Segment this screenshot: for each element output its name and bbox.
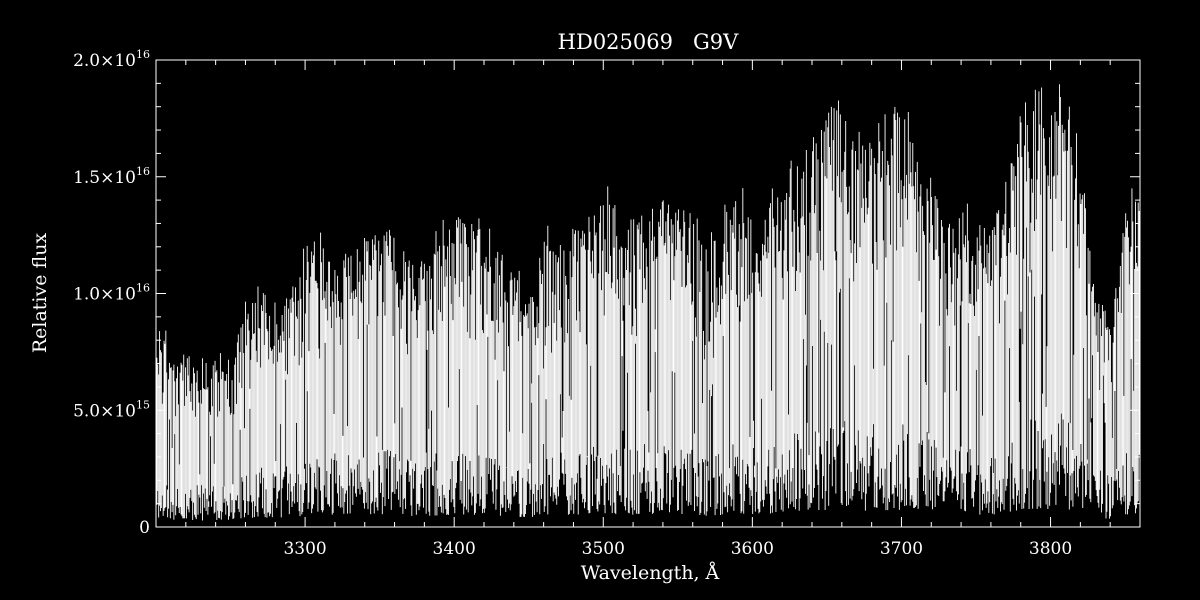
x-tick-label: 3300 xyxy=(283,539,326,559)
chart-title: HD025069 G9V xyxy=(558,30,739,54)
y-tick-label: 1.5×1016 xyxy=(73,165,150,188)
plot-area xyxy=(156,84,1140,521)
y-tick-label: 5.0×1015 xyxy=(73,398,150,421)
x-axis-label: Wavelength, Å xyxy=(581,562,720,584)
y-axis-label: Relative flux xyxy=(29,233,51,354)
x-tick-label: 3800 xyxy=(1029,539,1072,559)
x-axis-ticks: 3300 3400 3500 3600 3700 3800 xyxy=(155,60,1141,559)
x-tick-label: 3600 xyxy=(731,539,774,559)
x-tick-label: 3700 xyxy=(880,539,923,559)
y-tick-label: 2.0×1016 xyxy=(73,48,150,71)
x-tick-label: 3500 xyxy=(582,539,625,559)
y-tick-label: 1.0×1016 xyxy=(73,282,150,305)
spectrum-series xyxy=(156,84,1140,521)
y-tick-label: 0 xyxy=(139,518,150,538)
x-tick-label: 3400 xyxy=(433,539,476,559)
y-axis-ticks: 0 5.0×1015 1.0×1016 1.5×1016 2.0×1016 xyxy=(73,48,1140,538)
